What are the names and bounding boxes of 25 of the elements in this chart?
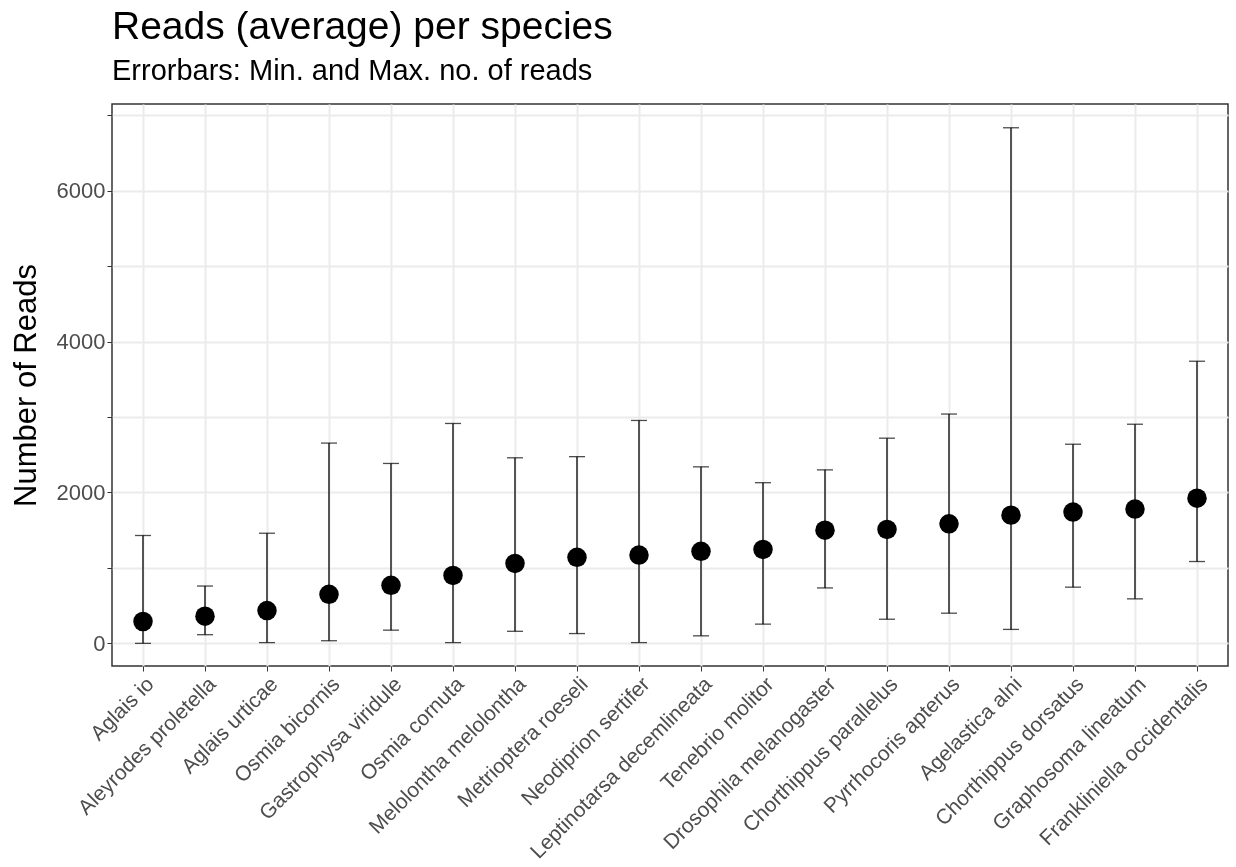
point <box>877 519 897 540</box>
point <box>195 606 215 626</box>
y-tick-label: 4000 <box>56 329 106 355</box>
point <box>567 547 587 568</box>
y-tick-label: 6000 <box>56 178 106 204</box>
y-tick-label: 2000 <box>56 480 106 505</box>
point <box>1001 505 1021 525</box>
point <box>319 584 339 605</box>
point <box>691 541 711 562</box>
point <box>1125 499 1145 519</box>
point <box>381 575 401 596</box>
point <box>257 600 277 621</box>
point <box>443 565 463 586</box>
y-tick-label: 0 <box>93 630 106 656</box>
point <box>939 514 959 534</box>
point <box>1187 488 1207 508</box>
y-axis-title: Number of Reads <box>7 264 43 507</box>
chart-title: Reads (average) per species <box>112 4 613 47</box>
point <box>133 611 153 632</box>
point <box>1063 502 1083 522</box>
point <box>629 545 649 565</box>
chart-subtitle: Errorbars: Min. and Max. no. of reads <box>112 54 593 86</box>
point <box>815 520 835 540</box>
point <box>753 539 773 560</box>
point <box>505 553 525 574</box>
